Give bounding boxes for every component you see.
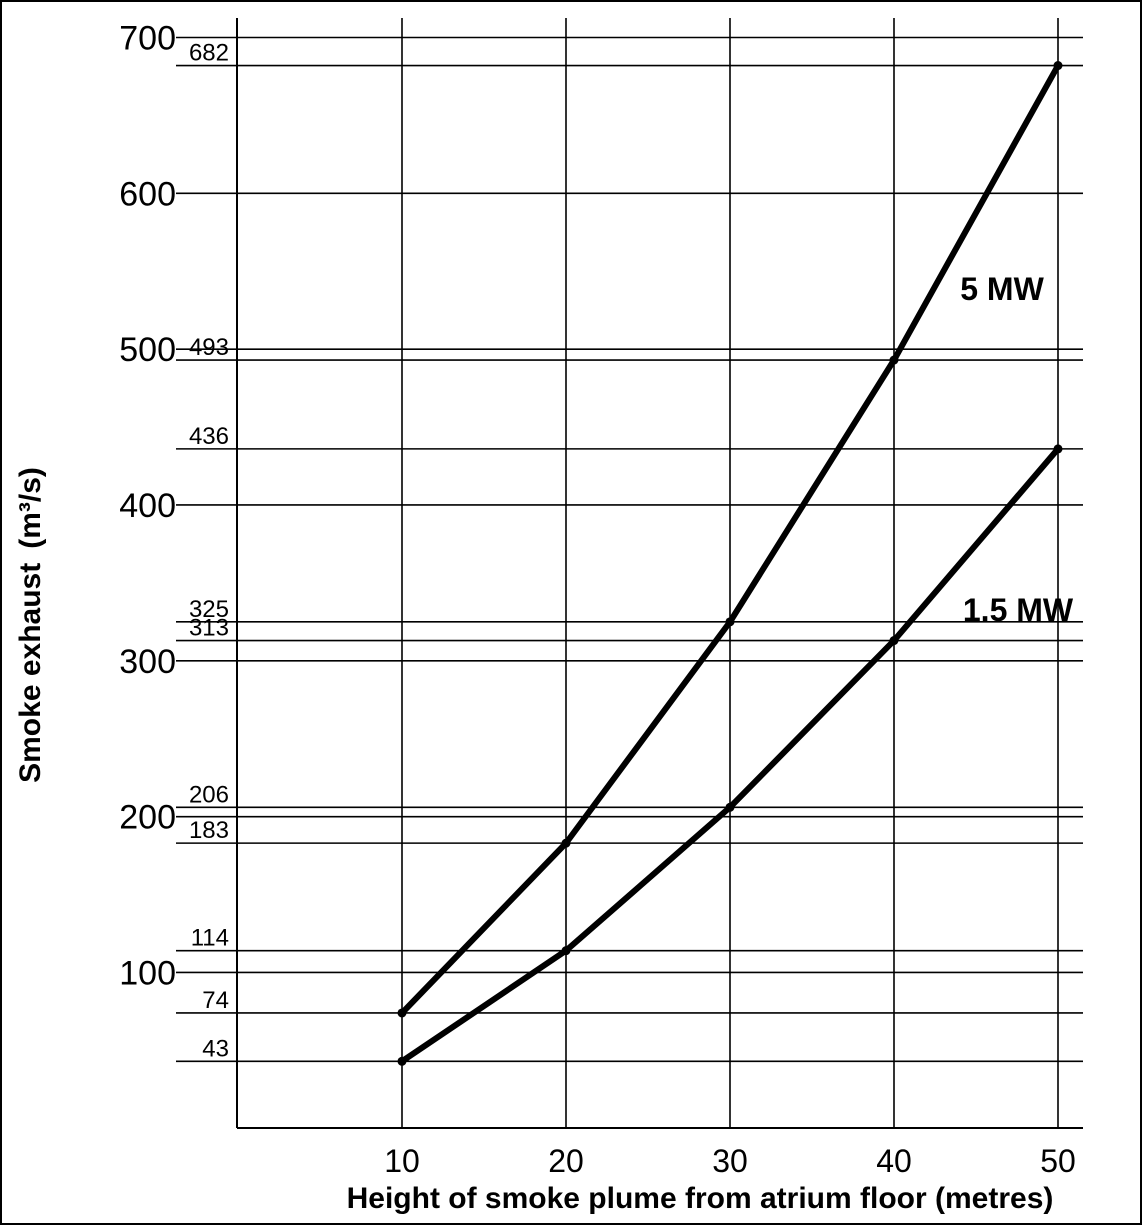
data-point — [561, 838, 571, 848]
y-axis-label: Smoke exhaust (m³/s) — [14, 467, 47, 783]
y-axis-unit: (m³/s) — [14, 467, 47, 549]
y-major-tick-label: 600 — [119, 175, 176, 213]
data-point — [561, 946, 571, 956]
data-point — [889, 355, 899, 365]
y-value-tick-label: 114 — [191, 925, 229, 952]
data-point — [725, 617, 735, 627]
series — [397, 61, 1063, 1066]
y-major-tick-label: 700 — [119, 19, 176, 57]
y-value-tick-label: 313 — [189, 615, 229, 642]
y-major-tick-label: 400 — [119, 487, 176, 525]
y-value-tick-label: 183 — [189, 817, 229, 844]
data-point — [889, 636, 899, 646]
data-point — [1053, 61, 1063, 71]
y-value-tick-label: 682 — [189, 40, 229, 67]
data-point — [397, 1008, 407, 1018]
y-value-tick-label: 206 — [189, 781, 229, 808]
data-point — [397, 1056, 407, 1066]
y-value-tick-label: 436 — [189, 423, 229, 450]
series-label: 1.5 MW — [963, 592, 1074, 628]
series-labels: 5 MW 1.5 MW — [960, 271, 1074, 628]
x-axis-label: Height of smoke plume from atrium floor … — [347, 1182, 1054, 1215]
y-value-tick-label: 74 — [202, 987, 229, 1014]
tick-labels: 10 20 30 40 50 100 200 300 400 500 600 700 43 74 114 18… — [119, 19, 1076, 1179]
x-tick-label: 40 — [876, 1143, 912, 1179]
y-major-tick-label: 500 — [119, 331, 176, 369]
x-tick-label: 30 — [712, 1143, 748, 1179]
y-value-tick-label: 325 — [189, 596, 229, 623]
data-point — [725, 802, 735, 812]
y-value-tick-label: 493 — [189, 334, 229, 361]
axes — [236, 18, 1083, 1129]
y-major-tick-label: 300 — [119, 643, 176, 681]
y-major-tick-label: 100 — [119, 954, 176, 992]
data-point — [1053, 444, 1063, 454]
y-major-tick-label: 200 — [119, 799, 176, 837]
series-label: 5 MW — [960, 271, 1044, 307]
y-value-tick-label: 43 — [202, 1035, 229, 1062]
x-tick-label: 10 — [384, 1143, 420, 1179]
grid — [176, 18, 1083, 1128]
x-tick-label: 50 — [1040, 1143, 1076, 1179]
y-axis-label-text: Smoke exhaust — [14, 563, 47, 783]
x-tick-label: 20 — [548, 1143, 584, 1179]
